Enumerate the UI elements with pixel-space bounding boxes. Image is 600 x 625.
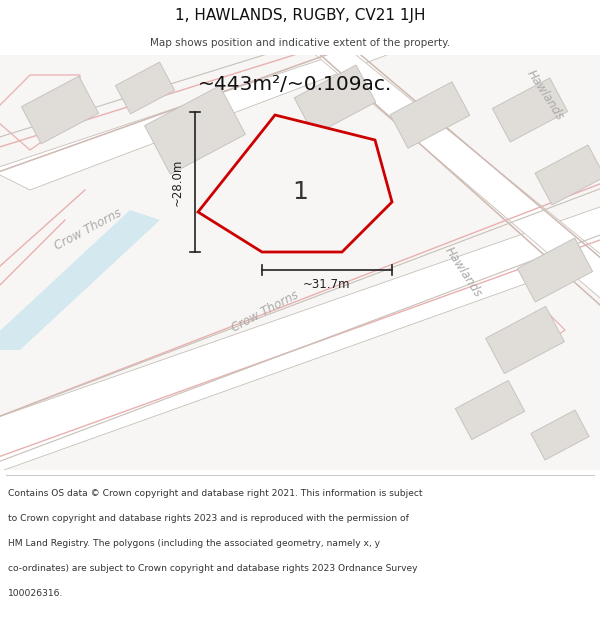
- Polygon shape: [485, 306, 565, 374]
- Polygon shape: [517, 238, 593, 302]
- Polygon shape: [535, 145, 600, 205]
- Polygon shape: [0, 55, 600, 470]
- Text: Crow Thorns: Crow Thorns: [52, 207, 124, 253]
- Text: Crow Thorns: Crow Thorns: [229, 289, 301, 335]
- Text: 100026316.: 100026316.: [8, 589, 63, 598]
- Polygon shape: [493, 78, 568, 142]
- Text: Contains OS data © Crown copyright and database right 2021. This information is : Contains OS data © Crown copyright and d…: [8, 489, 422, 498]
- Text: ~31.7m: ~31.7m: [303, 278, 351, 291]
- Text: ~443m²/~0.109ac.: ~443m²/~0.109ac.: [198, 76, 392, 94]
- Polygon shape: [310, 50, 600, 315]
- Polygon shape: [198, 115, 392, 252]
- Text: HM Land Registry. The polygons (including the associated geometry, namely x, y: HM Land Registry. The polygons (includin…: [8, 539, 380, 548]
- Text: Hawlands: Hawlands: [442, 244, 484, 299]
- Text: 1, HAWLANDS, RUGBY, CV21 1JH: 1, HAWLANDS, RUGBY, CV21 1JH: [175, 8, 425, 23]
- Text: Hawlands: Hawlands: [524, 68, 566, 122]
- Text: co-ordinates) are subject to Crown copyright and database rights 2023 Ordnance S: co-ordinates) are subject to Crown copyr…: [8, 564, 418, 573]
- Polygon shape: [455, 381, 525, 439]
- Text: 1: 1: [292, 180, 308, 204]
- Polygon shape: [145, 86, 245, 174]
- Polygon shape: [531, 410, 589, 460]
- Polygon shape: [0, 50, 400, 190]
- Polygon shape: [115, 62, 175, 114]
- Text: to Crown copyright and database rights 2023 and is reproduced with the permissio: to Crown copyright and database rights 2…: [8, 514, 409, 522]
- Polygon shape: [22, 76, 98, 144]
- Polygon shape: [390, 82, 470, 148]
- Polygon shape: [294, 65, 376, 135]
- Polygon shape: [0, 200, 600, 475]
- Text: ~28.0m: ~28.0m: [170, 158, 184, 206]
- Polygon shape: [0, 210, 160, 350]
- Text: Map shows position and indicative extent of the property.: Map shows position and indicative extent…: [150, 38, 450, 48]
